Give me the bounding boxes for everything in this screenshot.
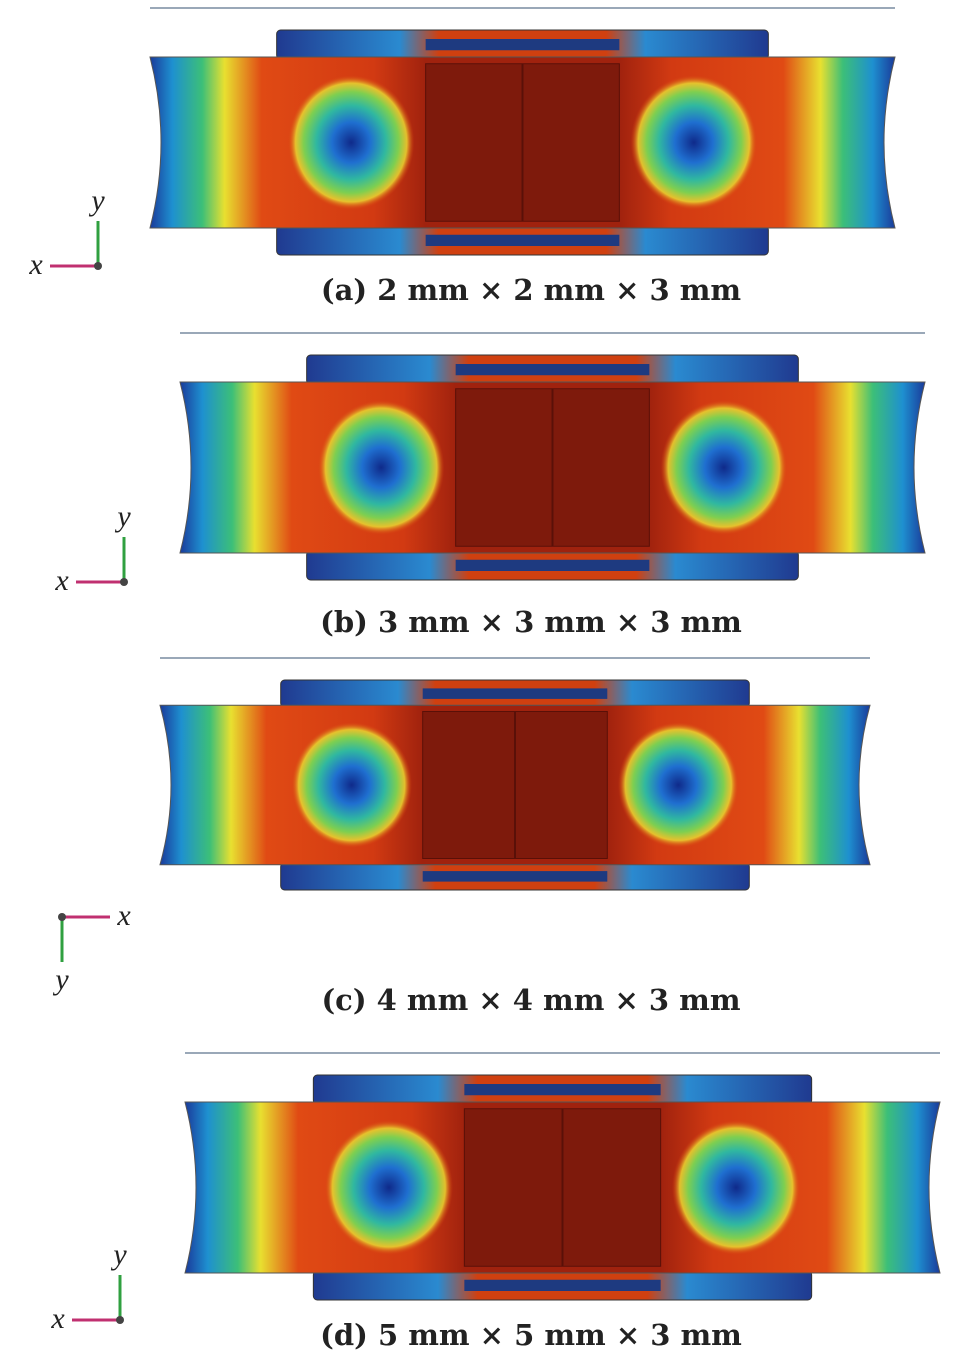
axis-origin <box>116 1316 124 1324</box>
simulation-panel: x y (b) 3 mm × 3 mm × 3 mm <box>54 332 926 639</box>
panel-caption: (d) 5 mm × 5 mm × 3 mm <box>320 1318 742 1352</box>
x-axis-label: x <box>50 1302 65 1335</box>
field-spot <box>630 75 758 210</box>
field-spot <box>660 400 788 535</box>
flange-band <box>422 688 608 699</box>
simulation-panel: x y (d) 5 mm × 5 mm × 3 mm <box>50 1052 941 1352</box>
field-spot <box>317 400 445 535</box>
flange-band <box>425 39 620 51</box>
y-axis-label: y <box>110 1238 127 1271</box>
simulation-panel: x y (c) 4 mm × 4 mm × 3 mm <box>52 657 871 1017</box>
simulation-panel: x y (a) 2 mm × 2 mm × 3 mm <box>28 7 896 307</box>
flange-band <box>464 1279 661 1291</box>
flange-band <box>455 364 650 376</box>
axis-origin <box>58 913 66 921</box>
x-axis-label: x <box>54 564 69 597</box>
axis-origin <box>120 578 128 586</box>
field-spot <box>287 75 415 210</box>
flange-band <box>425 234 620 246</box>
flange-band <box>455 559 650 571</box>
x-axis-label: x <box>116 899 131 932</box>
field-spot <box>291 722 413 848</box>
y-axis-label: y <box>114 500 131 533</box>
x-axis-label: x <box>28 248 43 281</box>
y-axis-label: y <box>52 963 69 996</box>
flange-band <box>422 871 608 882</box>
panel-caption: (b) 3 mm × 3 mm × 3 mm <box>320 605 742 639</box>
y-axis-label: y <box>88 184 105 217</box>
flange-band <box>464 1084 661 1096</box>
field-spot <box>671 1120 801 1255</box>
axis-origin <box>94 262 102 270</box>
field-spot <box>617 722 739 848</box>
panel-caption: (a) 2 mm × 2 mm × 3 mm <box>321 273 742 307</box>
field-spot <box>324 1120 454 1255</box>
panel-caption: (c) 4 mm × 4 mm × 3 mm <box>321 983 740 1017</box>
